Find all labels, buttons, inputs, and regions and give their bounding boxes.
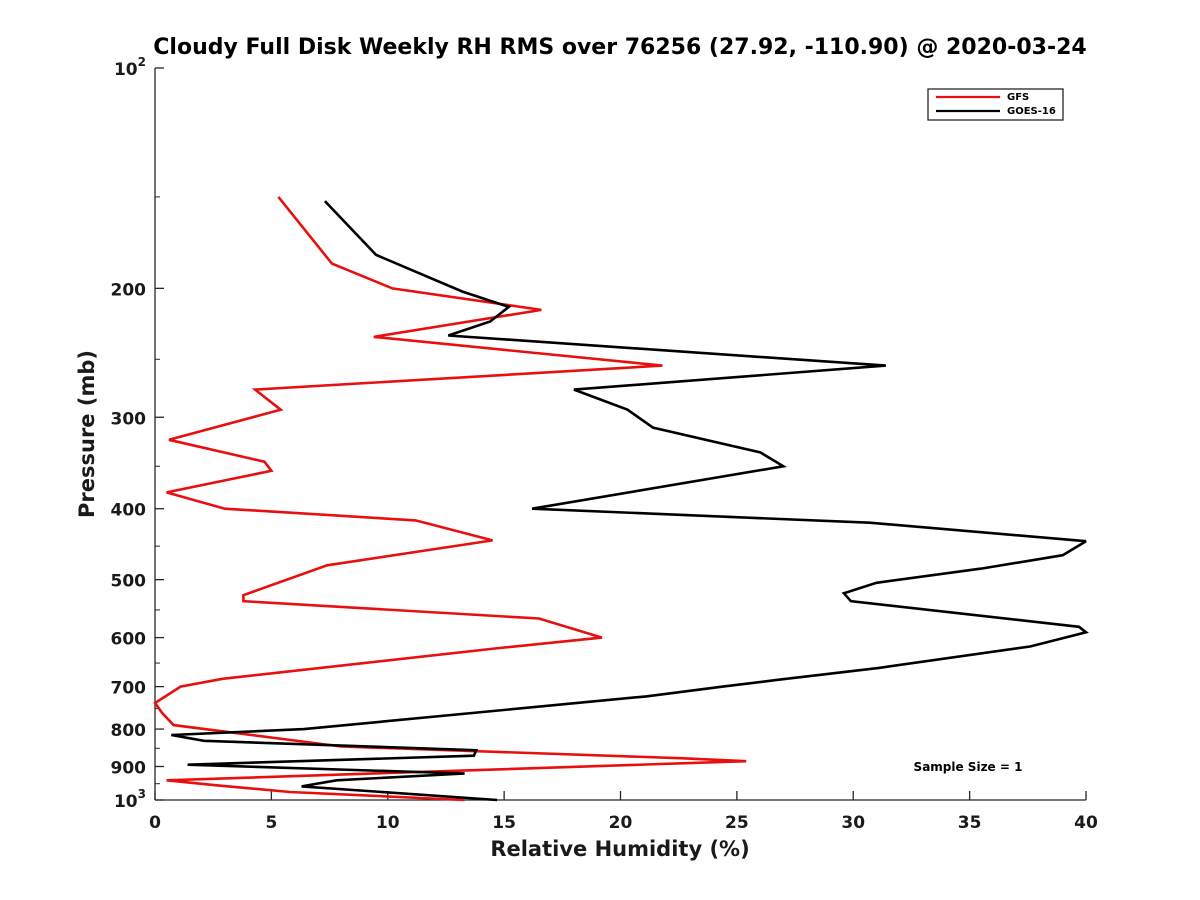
x-tick-label: 25 <box>725 813 749 833</box>
axes: 0 5 10 15 20 25 30 35 40 102 200 300 400 500 600 700 80… <box>111 55 1098 833</box>
y-tick-label: 600 <box>111 630 147 650</box>
y-tick-label: 103 <box>114 787 146 812</box>
x-tick-label: 20 <box>609 813 633 833</box>
x-tick-label: 30 <box>841 813 865 833</box>
y-tick-label: 200 <box>111 280 147 300</box>
y-ticks: 102 200 300 400 500 600 700 800 900 103 <box>111 55 164 812</box>
series-line-gfs <box>153 196 747 802</box>
series-line-goes16 <box>171 200 1089 802</box>
x-tick-label: 10 <box>376 813 400 833</box>
sample-size-annotation: Sample Size = 1 <box>914 760 1023 774</box>
y-tick-label: 400 <box>111 501 147 521</box>
x-tick-label: 0 <box>149 813 161 833</box>
series-lines <box>153 196 1089 802</box>
y-tick-label: 800 <box>111 721 147 741</box>
y-tick-label: 900 <box>111 759 147 779</box>
x-ticks: 0 5 10 15 20 25 30 35 40 <box>149 791 1098 833</box>
x-tick-label: 15 <box>492 813 516 833</box>
y-tick-label: 700 <box>111 679 147 699</box>
x-tick-label: 5 <box>265 813 277 833</box>
plot-area <box>155 68 1086 800</box>
chart-title: Cloudy Full Disk Weekly RH RMS over 7625… <box>153 35 1086 60</box>
y-tick-label: 500 <box>111 572 147 592</box>
y-tick-label: 102 <box>114 55 146 80</box>
legend-box <box>927 88 1064 121</box>
legend-label-goes16: GOES-16 <box>1007 106 1056 117</box>
legend-label-gfs: GFS <box>1007 92 1029 103</box>
y-axis-label: Pressure (mb) <box>75 350 99 518</box>
y-tick-label: 300 <box>111 409 147 429</box>
x-axis-label: Relative Humidity (%) <box>490 837 749 861</box>
x-tick-label: 35 <box>958 813 982 833</box>
legend: GFS GOES-16 <box>927 88 1064 121</box>
x-tick-label: 40 <box>1074 813 1098 833</box>
